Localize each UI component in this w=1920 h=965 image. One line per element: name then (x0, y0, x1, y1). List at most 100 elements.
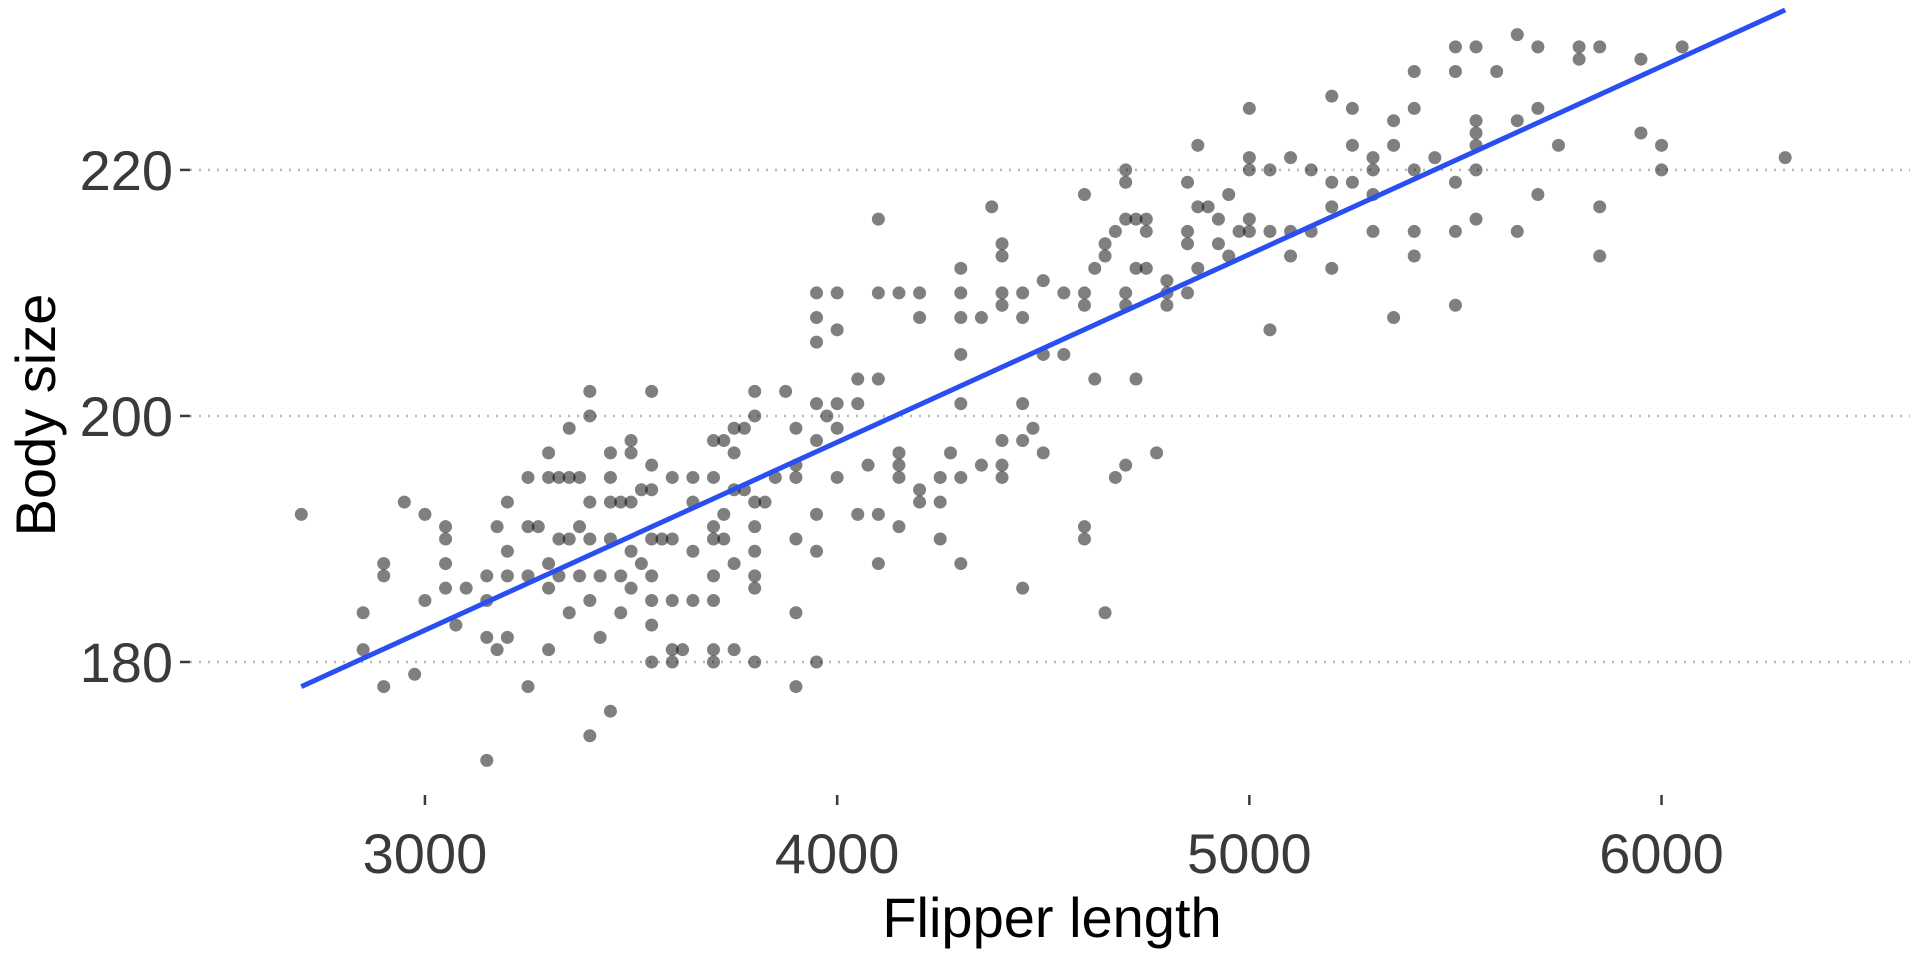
data-point (624, 434, 638, 448)
data-point (933, 532, 947, 546)
data-point (439, 532, 453, 546)
data-point (789, 680, 803, 694)
data-point (449, 618, 463, 632)
axis-ticks: 180 200 220 3000 4000 5000 6000 (80, 139, 1724, 885)
data-point (593, 569, 607, 583)
data-point (1469, 212, 1483, 226)
data-point (1222, 249, 1236, 263)
data-point (779, 384, 793, 398)
data-point (892, 520, 906, 534)
data-point (871, 212, 885, 226)
data-point (995, 298, 1009, 312)
data-point (645, 384, 659, 398)
data-point (542, 581, 556, 595)
data-point (810, 507, 824, 521)
data-point (418, 507, 432, 521)
data-point (1016, 581, 1030, 595)
data-point (480, 569, 494, 583)
data-point (1088, 372, 1102, 386)
data-point (1304, 163, 1318, 177)
data-point (1119, 163, 1133, 177)
data-point (490, 520, 504, 534)
data-point (871, 372, 885, 386)
data-point (356, 606, 370, 620)
data-point (861, 458, 875, 472)
data-point (830, 470, 844, 484)
data-point (583, 495, 597, 509)
data-point (851, 507, 865, 521)
data-point (1448, 224, 1462, 238)
data-point (1510, 114, 1524, 128)
data-point (686, 544, 700, 558)
data-point (913, 495, 927, 509)
data-point (1119, 286, 1133, 300)
data-point (727, 421, 741, 435)
data-point (974, 458, 988, 472)
data-point (665, 643, 679, 657)
data-point (995, 286, 1009, 300)
trend-line (300, 7, 1787, 689)
data-point (490, 643, 504, 657)
data-point (645, 593, 659, 607)
data-point (1551, 138, 1565, 152)
data-point (1181, 175, 1195, 189)
data-point (810, 544, 824, 558)
x-tick-label: 3000 (363, 822, 488, 885)
data-point (377, 569, 391, 583)
data-point (706, 569, 720, 583)
data-point (634, 483, 648, 497)
data-points (294, 28, 1792, 767)
data-point (954, 311, 968, 325)
data-point (562, 532, 576, 546)
data-point (1077, 188, 1091, 202)
data-point (944, 446, 957, 460)
data-point (1366, 224, 1380, 238)
data-point (583, 384, 597, 398)
data-point (954, 397, 968, 411)
data-point (645, 483, 659, 497)
data-point (1634, 126, 1648, 140)
data-point (624, 495, 638, 509)
data-point (954, 286, 968, 300)
data-point (1490, 65, 1504, 79)
data-point (1407, 163, 1421, 177)
data-point (500, 569, 514, 583)
data-point (810, 286, 824, 300)
data-point (1016, 397, 1030, 411)
data-point (377, 557, 391, 571)
data-point (573, 470, 587, 484)
data-point (933, 495, 947, 509)
data-point (542, 643, 556, 657)
data-point (655, 532, 669, 546)
data-point (1108, 224, 1122, 238)
data-point (552, 470, 566, 484)
data-point (1593, 200, 1607, 214)
data-point (1222, 188, 1236, 202)
data-point (614, 606, 628, 620)
data-point (892, 458, 906, 472)
data-point (1016, 434, 1030, 448)
data-point (665, 532, 679, 546)
data-point (1139, 212, 1153, 226)
data-point (294, 507, 308, 521)
data-point (614, 569, 628, 583)
data-point (356, 643, 370, 657)
y-axis-title: Body size (4, 294, 67, 537)
data-point (1407, 224, 1421, 238)
data-point (717, 532, 731, 546)
data-point (1634, 52, 1648, 66)
data-point (1284, 249, 1298, 263)
data-point (830, 323, 844, 337)
data-point (1139, 261, 1153, 275)
data-point (985, 200, 999, 214)
data-point (552, 532, 566, 546)
data-point (1531, 188, 1545, 202)
data-point (562, 606, 576, 620)
data-point (748, 581, 762, 595)
data-point (1531, 101, 1545, 115)
data-point (1263, 163, 1277, 177)
data-point (1077, 520, 1091, 534)
y-tick-label: 220 (80, 139, 173, 202)
data-point (995, 249, 1009, 263)
